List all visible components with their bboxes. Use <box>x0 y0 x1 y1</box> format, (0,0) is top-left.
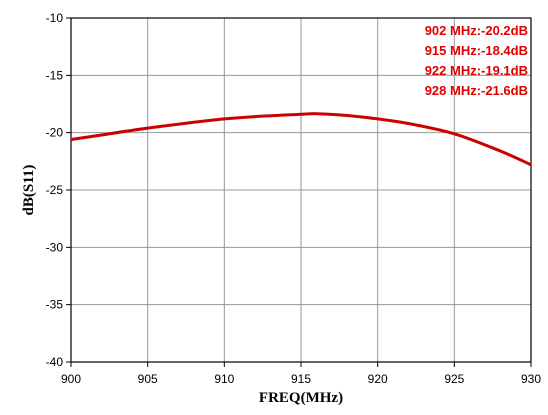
marker-annotation: 928 MHz:-21.6dB <box>425 83 528 98</box>
marker-annotation: 915 MHz:-18.4dB <box>425 43 528 58</box>
y-tick-label: -15 <box>46 68 64 82</box>
y-tick-label: -30 <box>46 240 64 254</box>
x-tick-label: 900 <box>61 372 81 386</box>
x-tick-label: 925 <box>444 372 464 386</box>
marker-annotation: 922 MHz:-19.1dB <box>425 63 528 78</box>
y-axis: -10 -15 -20 -25 -30 -35 -40 <box>46 11 71 369</box>
y-tick-label: -20 <box>46 126 64 140</box>
x-tick-label: 915 <box>291 372 311 386</box>
y-axis-label: dB(S11) <box>21 165 37 216</box>
s11-series-line <box>70 112 532 167</box>
y-tick-label: -35 <box>46 298 64 312</box>
x-tick-label: 930 <box>521 372 541 386</box>
x-tick-label: 920 <box>368 372 388 386</box>
x-axis: 900 905 910 915 920 925 930 <box>61 362 541 386</box>
marker-annotations: 902 MHz:-20.2dB 915 MHz:-18.4dB 922 MHz:-1… <box>425 23 528 98</box>
marker-annotation: 902 MHz:-20.2dB <box>425 23 528 38</box>
y-tick-label: -10 <box>46 11 64 25</box>
x-tick-label: 910 <box>214 372 234 386</box>
x-tick-label: 905 <box>138 372 158 386</box>
y-tick-label: -25 <box>46 183 64 197</box>
y-tick-label: -40 <box>46 355 64 369</box>
x-axis-label: FREQ(MHz) <box>259 390 343 406</box>
